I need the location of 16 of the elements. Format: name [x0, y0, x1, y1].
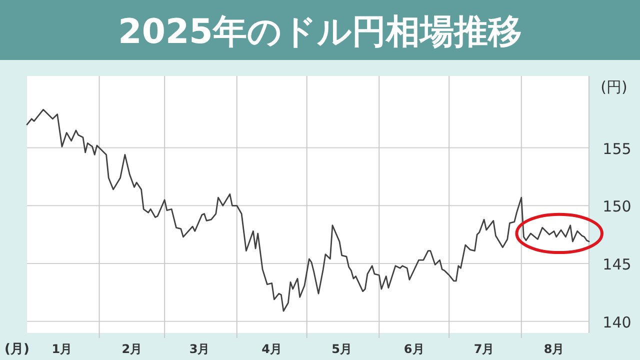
y-tick-label: 140 [602, 313, 632, 332]
chart-title: 2025年のドル円相場推移 [118, 12, 522, 52]
x-tick-label: 7月 [474, 342, 494, 356]
y-tick-label: 145 [602, 256, 632, 274]
x-tick-label: 1月 [52, 342, 72, 356]
x-tick-label: 8月 [544, 342, 564, 356]
x-axis-title: (月) [4, 342, 30, 357]
y-tick-label: 150 [602, 198, 632, 216]
x-tick-label: 5月 [332, 342, 352, 356]
y-axis-title: (円) [600, 78, 628, 96]
x-tick-label: 2月 [122, 342, 142, 356]
x-tick-label: 6月 [404, 342, 424, 356]
y-tick-label: 155 [602, 140, 632, 158]
x-tick-label: 4月 [262, 342, 282, 356]
x-tick-label: 3月 [189, 342, 210, 356]
line-series [26, 108, 590, 312]
